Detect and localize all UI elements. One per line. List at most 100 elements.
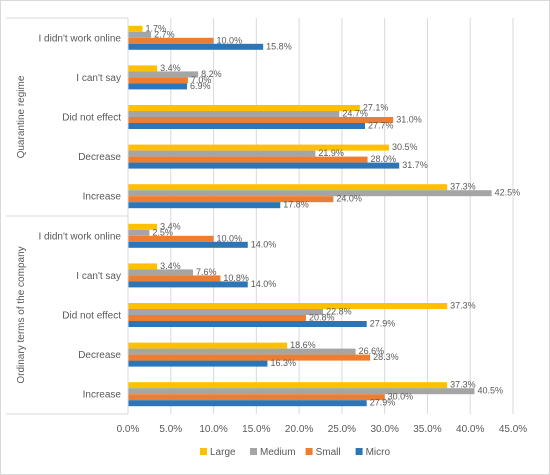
data-label: 15.8% <box>266 41 292 51</box>
bar-medium <box>128 309 324 315</box>
data-label: 20.8% <box>309 313 335 323</box>
data-label: 24.7% <box>342 109 368 119</box>
x-tick-label: 0.0% <box>117 424 140 435</box>
bar-large <box>128 223 158 230</box>
data-label: 27.7% <box>368 121 394 131</box>
bar-small <box>128 315 306 321</box>
bar-micro <box>128 321 367 327</box>
data-label: 1.7% <box>146 23 167 33</box>
data-label: 37.3% <box>450 380 476 390</box>
data-label: 18.6% <box>290 340 316 350</box>
data-label: 6.9% <box>190 81 211 91</box>
bar-medium <box>128 111 340 117</box>
legend-swatch-large <box>200 448 207 455</box>
legend-label: Small <box>316 447 341 458</box>
data-label: 24.0% <box>336 194 362 204</box>
bar-micro <box>128 281 248 288</box>
data-label: 10.8% <box>223 273 249 283</box>
data-label: 2.5% <box>152 227 173 237</box>
data-label: 21.9% <box>318 148 344 158</box>
bar-large <box>128 342 288 349</box>
group-label: Ordinary terms of the company <box>16 246 27 383</box>
data-label: 2.7% <box>154 29 175 39</box>
bar-small <box>128 275 221 282</box>
data-label: 10.0% <box>217 233 243 243</box>
bar-medium <box>128 388 475 395</box>
data-label: 28.3% <box>373 352 399 362</box>
bar-large <box>128 25 143 32</box>
bar-small <box>128 235 214 242</box>
bar-micro <box>128 360 268 367</box>
data-label: 30.0% <box>388 392 414 402</box>
legend-swatch-small <box>305 448 313 455</box>
bar-micro <box>128 241 248 248</box>
legend-label: Micro <box>366 447 391 458</box>
bar-medium <box>128 150 316 157</box>
category-label: Increase <box>83 390 122 401</box>
category-label: Decrease <box>78 350 121 361</box>
x-tick-label: 25.0% <box>328 424 356 435</box>
legend-swatch-medium <box>250 448 257 455</box>
x-tick-label: 40.0% <box>456 424 484 435</box>
x-tick-label: 30.0% <box>370 424 398 435</box>
bar-small <box>128 156 368 163</box>
bar-medium <box>128 269 194 276</box>
bar-medium <box>128 71 199 78</box>
category-label: Did not effect <box>62 311 121 322</box>
legend-label: Medium <box>260 447 296 458</box>
bar-large <box>128 263 158 270</box>
category-label: I didn't work online <box>38 231 121 242</box>
category-label: Increase <box>83 192 122 203</box>
bar-medium <box>128 229 150 236</box>
bar-large <box>128 382 448 389</box>
data-label: 3.4% <box>160 63 181 73</box>
data-label: 22.8% <box>326 307 352 317</box>
x-tick-label: 35.0% <box>413 424 441 435</box>
category-label: I can't say <box>76 271 121 282</box>
axes: 0.0% 5.0% 10.0% 15.0% 20.0% 25.0% 30.0% 35.0% 40… <box>6 17 527 435</box>
bar-micro <box>128 123 365 129</box>
legend-swatch-micro <box>355 448 363 455</box>
bar-small <box>128 354 371 361</box>
data-label: 27.1% <box>363 103 389 113</box>
x-tick-label: 10.0% <box>199 424 227 435</box>
bar-large <box>128 303 448 309</box>
legend: Large Medium Small Micro <box>200 447 390 458</box>
x-tick-label: 15.0% <box>242 424 270 435</box>
bar-small <box>128 117 394 123</box>
data-label: 37.3% <box>450 301 476 311</box>
data-label: 31.0% <box>396 115 422 125</box>
data-label: 3.4% <box>160 261 181 271</box>
bar-large <box>128 105 360 111</box>
data-label: 17.8% <box>283 200 309 210</box>
bar-micro <box>128 162 400 169</box>
data-label: 14.0% <box>251 239 277 249</box>
bar-micro <box>128 43 264 50</box>
category-label: I can't say <box>76 73 121 84</box>
bar-medium <box>128 348 356 355</box>
data-label: 40.5% <box>478 386 504 396</box>
bar-small <box>128 77 188 84</box>
legend-label: Large <box>210 447 236 458</box>
x-tick-label: 5.0% <box>159 424 182 435</box>
category-label: Decrease <box>78 152 121 163</box>
bar-medium <box>128 31 152 38</box>
bar-micro <box>128 202 281 209</box>
data-label: 27.9% <box>370 398 396 408</box>
data-label: 37.3% <box>450 182 476 192</box>
bar-small <box>128 37 214 44</box>
x-tick-label: 45.0% <box>499 424 527 435</box>
data-label: 10.0% <box>217 35 243 45</box>
data-label: 31.7% <box>402 160 428 170</box>
data-label: 27.9% <box>370 319 396 329</box>
data-label: 3.4% <box>160 221 181 231</box>
data-label: 42.5% <box>495 188 521 198</box>
bar-small <box>128 394 385 401</box>
bar-large <box>128 65 158 72</box>
bar-micro <box>128 400 367 407</box>
x-tick-label: 20.0% <box>285 424 313 435</box>
group-label: Quarantine regime <box>16 75 27 158</box>
data-label: 30.5% <box>392 142 418 152</box>
bar-medium <box>128 190 492 197</box>
